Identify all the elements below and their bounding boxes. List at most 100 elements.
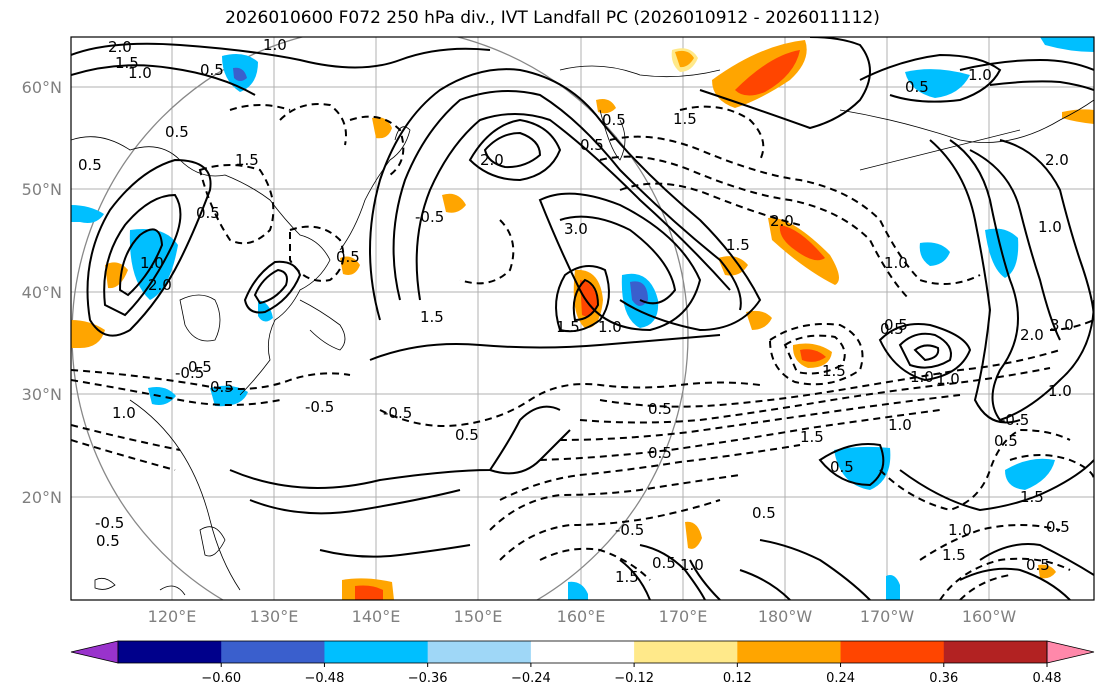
colorbar-segment: [634, 641, 738, 663]
contour-label: 1.0: [140, 254, 164, 272]
contour-label: 1.0: [112, 404, 136, 422]
contour-label: 1.5: [800, 428, 824, 446]
negative-contours: [71, 103, 1094, 600]
contour-label: 0.5: [648, 400, 672, 418]
lon-label: 160°E: [557, 607, 606, 626]
colorbar-segment: [70, 640, 119, 664]
contour-label: 0.5: [200, 61, 224, 79]
map-title: 2026010600 F072 250 hPa div., IVT Landfa…: [225, 8, 880, 28]
colorbar-segment: [530, 641, 635, 663]
contour-label: 2.0: [148, 276, 172, 294]
plot-frame: [70, 36, 1095, 601]
contour-label: -0.5: [415, 208, 444, 226]
contour-label: -0.5: [305, 398, 334, 416]
contour-label: 1.5: [615, 568, 639, 586]
contour-label: 1.5: [420, 308, 444, 326]
contour-label: 0.5: [905, 78, 929, 96]
contour-label: 0.5: [1026, 556, 1050, 574]
colorbar-segment: [737, 641, 842, 663]
contour-label: 2.0: [108, 38, 132, 56]
contour-label: 1.0: [598, 318, 622, 336]
lon-label: 170°E: [659, 607, 708, 626]
contour-label: 1.0: [680, 556, 704, 574]
colorbar: −0.60 −0.48 −0.36 −0.24 −0.12 0.12 0.24 0.36 0.4…: [70, 640, 1095, 686]
colorbar-segment: [943, 641, 1048, 663]
contour-label: 0.5: [648, 444, 672, 462]
positive-contours: [71, 37, 1094, 600]
latitude-labels: 60°N 50°N 40°N 30°N 20°N: [22, 78, 62, 507]
contour-label: 0.5: [830, 458, 854, 476]
contour-label: 3.0: [1050, 316, 1074, 334]
contour-label: 3.0: [564, 220, 588, 238]
colorbar-tick-label: 0.36: [929, 671, 958, 686]
contour-label: 1.0: [910, 368, 934, 386]
lon-label: 180°W: [758, 607, 813, 626]
contour-label: 0.5: [165, 123, 189, 141]
colorbar-tick-label: 0.48: [1033, 671, 1062, 686]
colorbar-tick-label: 0.24: [826, 671, 855, 686]
contour-label: 1.0: [128, 64, 152, 82]
lat-label: 60°N: [22, 78, 62, 97]
contour-label: 1.0: [948, 521, 972, 539]
contour-label: 2.0: [1020, 326, 1044, 344]
contour-label: 0.5: [336, 248, 360, 266]
colorbar-segment: [840, 641, 945, 663]
lat-label: 30°N: [22, 385, 62, 404]
contour-label: 0.5: [580, 136, 604, 154]
contour-label: 1.0: [936, 370, 960, 388]
lon-label: 160°W: [962, 607, 1017, 626]
contour-label: 0.5: [1046, 518, 1070, 536]
lon-label: 170°W: [860, 607, 915, 626]
contour-label: 1.5: [673, 110, 697, 128]
lat-label: 40°N: [22, 283, 62, 302]
colorbar-tick-label: −0.48: [305, 671, 345, 686]
contour-label: 1.0: [968, 66, 992, 84]
contour-label: 0.5: [210, 378, 234, 396]
contour-label: 0.5: [752, 504, 776, 522]
contour-label: 1.5: [235, 151, 259, 169]
contour-label: -0.5: [95, 514, 124, 532]
lat-label: 20°N: [22, 488, 62, 507]
contour-label: 2.0: [1045, 151, 1069, 169]
contour-label: -0.5: [1000, 411, 1029, 429]
contour-labels: 2.0 1.5 1.0 0.5 0.5 0.5 1.5 0.5 1.0 0.5 …: [78, 36, 1074, 586]
contour-label: 0.5: [994, 432, 1018, 450]
colorbar-tick-label: −0.24: [511, 671, 551, 686]
contour-label: -0.5: [383, 404, 412, 422]
contour-label: 1.0: [884, 254, 908, 272]
colorbar-segment: [118, 641, 222, 663]
colorbar-frame: [117, 640, 1048, 664]
contour-label: 1.0: [1038, 218, 1062, 236]
colorbar-tick-label: −0.36: [408, 671, 448, 686]
lon-label: 150°E: [454, 607, 503, 626]
lon-label: 140°E: [352, 607, 401, 626]
colorbar-segment: [1046, 640, 1095, 664]
negative-contour-labels: -0.5 -0.5 -0.5 -0.5 -0.5 -0.5 -0.5: [95, 208, 1029, 539]
colorbar-segment: [324, 641, 429, 663]
colorbar-segment: [221, 641, 325, 663]
colorbar-tick-label: −0.60: [201, 671, 241, 686]
contour-label: 0.5: [602, 111, 626, 129]
longitude-labels: 120°E 130°E 140°E 150°E 160°E 170°E 180°…: [148, 607, 1017, 626]
contour-label: -0.5: [615, 521, 644, 539]
contour-label: -0.5: [175, 364, 204, 382]
contour-label: 0.5: [884, 316, 908, 334]
lat-label: 50°N: [22, 180, 62, 199]
contour-label: 1.5: [1020, 488, 1044, 506]
colorbar-segment: [427, 641, 532, 663]
contour-label: 2.0: [770, 212, 794, 230]
colorbar-tick-label: 0.12: [723, 671, 752, 686]
lon-label: 130°E: [250, 607, 299, 626]
contour-label: 1.0: [1048, 382, 1072, 400]
contour-label: 0.5: [188, 358, 212, 376]
colorbar-tick-label: −0.12: [614, 671, 654, 686]
contour-label: 1.0: [888, 416, 912, 434]
contour-label: 0.5: [455, 426, 479, 444]
contour-label: 1.0: [263, 36, 287, 54]
contour-label: 0.5: [96, 532, 120, 550]
contour-label: 0.5: [880, 320, 904, 338]
contour-label: 1.5: [822, 362, 846, 380]
contour-label: 0.5: [652, 554, 676, 572]
contour-label: 1.5: [556, 318, 580, 336]
